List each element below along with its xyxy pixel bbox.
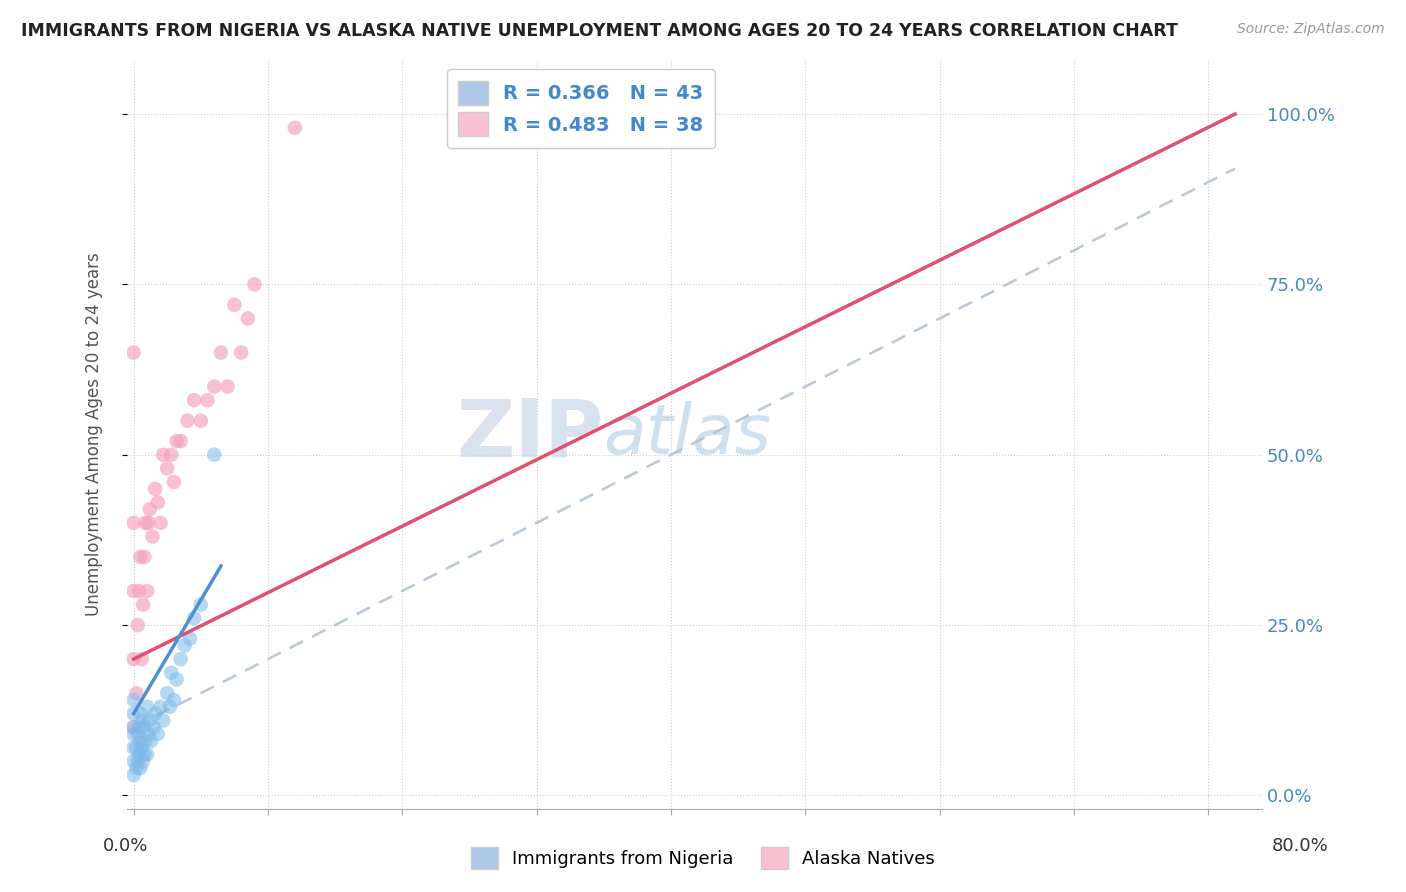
Point: [138, 516, 160, 530]
Point: [129, 734, 152, 748]
Point: [134, 720, 156, 734]
Point: [122, 720, 145, 734]
Text: Source: ZipAtlas.com: Source: ZipAtlas.com: [1237, 22, 1385, 37]
Point: [122, 652, 145, 666]
Point: [122, 720, 145, 734]
Point: [202, 448, 225, 462]
Point: [125, 686, 148, 700]
Point: [169, 652, 191, 666]
Point: [127, 754, 149, 768]
Point: [132, 714, 155, 728]
Point: [217, 379, 239, 393]
Point: [163, 693, 186, 707]
Point: [132, 598, 155, 612]
Point: [146, 495, 169, 509]
Legend: Immigrants from Nigeria, Alaska Natives: Immigrants from Nigeria, Alaska Natives: [464, 839, 942, 876]
Point: [131, 652, 153, 666]
Point: [166, 673, 188, 687]
Point: [141, 529, 163, 543]
Point: [156, 686, 179, 700]
Point: [160, 665, 183, 680]
Point: [125, 740, 148, 755]
Point: [136, 747, 159, 762]
Point: [142, 720, 165, 734]
Point: [229, 345, 252, 359]
Point: [138, 727, 160, 741]
Point: [122, 693, 145, 707]
Point: [129, 761, 152, 775]
Point: [136, 584, 159, 599]
Point: [202, 379, 225, 393]
Point: [152, 448, 174, 462]
Point: [149, 699, 172, 714]
Point: [139, 714, 162, 728]
Point: [122, 345, 145, 359]
Point: [122, 754, 145, 768]
Y-axis label: Unemployment Among Ages 20 to 24 years: Unemployment Among Ages 20 to 24 years: [86, 252, 103, 616]
Point: [122, 768, 145, 782]
Point: [146, 727, 169, 741]
Point: [125, 761, 148, 775]
Point: [183, 393, 205, 408]
Point: [243, 277, 266, 292]
Point: [169, 434, 191, 449]
Point: [152, 714, 174, 728]
Text: 80.0%: 80.0%: [1272, 837, 1329, 855]
Point: [190, 414, 212, 428]
Point: [139, 734, 162, 748]
Point: [236, 311, 259, 326]
Point: [179, 632, 201, 646]
Point: [132, 754, 155, 768]
Point: [143, 482, 166, 496]
Text: ZIP: ZIP: [457, 395, 603, 474]
Point: [284, 120, 307, 135]
Point: [183, 611, 205, 625]
Point: [129, 549, 152, 564]
Text: IMMIGRANTS FROM NIGERIA VS ALASKA NATIVE UNEMPLOYMENT AMONG AGES 20 TO 24 YEARS : IMMIGRANTS FROM NIGERIA VS ALASKA NATIVE…: [21, 22, 1178, 40]
Point: [143, 706, 166, 721]
Point: [122, 727, 145, 741]
Point: [129, 706, 152, 721]
Point: [122, 740, 145, 755]
Point: [122, 706, 145, 721]
Point: [136, 699, 159, 714]
Legend: R = 0.366   N = 43, R = 0.483   N = 38: R = 0.366 N = 43, R = 0.483 N = 38: [447, 70, 716, 148]
Point: [128, 747, 150, 762]
Point: [131, 740, 153, 755]
Point: [134, 549, 156, 564]
Point: [190, 598, 212, 612]
Point: [128, 584, 150, 599]
Point: [197, 393, 219, 408]
Point: [128, 720, 150, 734]
Text: atlas: atlas: [603, 401, 772, 467]
Point: [135, 516, 157, 530]
Point: [160, 448, 183, 462]
Point: [122, 584, 145, 599]
Point: [166, 434, 188, 449]
Point: [127, 618, 149, 632]
Text: 0.0%: 0.0%: [103, 837, 148, 855]
Point: [156, 461, 179, 475]
Point: [224, 298, 246, 312]
Point: [176, 414, 198, 428]
Point: [127, 727, 149, 741]
Point: [209, 345, 232, 359]
Point: [163, 475, 186, 489]
Point: [122, 516, 145, 530]
Point: [139, 502, 162, 516]
Point: [173, 639, 195, 653]
Point: [159, 699, 181, 714]
Point: [135, 734, 157, 748]
Point: [134, 747, 156, 762]
Point: [149, 516, 172, 530]
